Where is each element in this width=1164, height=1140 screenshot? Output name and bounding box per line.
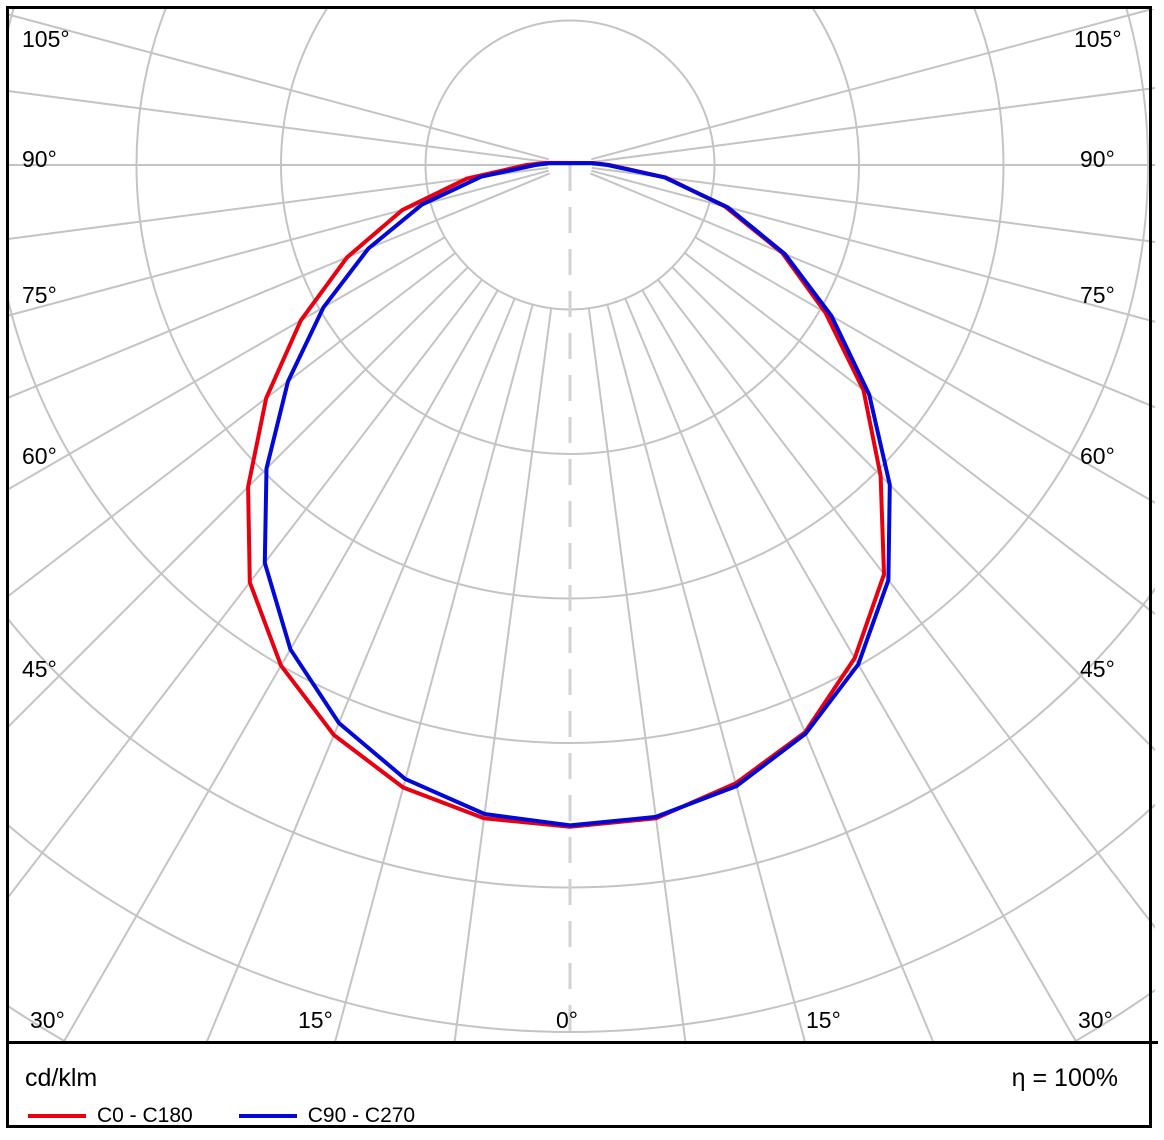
angle-label-right-60: 60° [1080,443,1115,469]
unit-label: cd/klm [25,1064,98,1092]
angle-label-right-105: 105° [1074,26,1122,52]
outer-border [6,6,1152,1128]
c0-c180-line-swatch [28,1114,86,1118]
angle-label-right-75: 75° [1080,282,1115,308]
legend: C0 - C180 C90 - C270 [28,1104,415,1128]
curve-c90-c270 [262,161,892,828]
angle-label-left-45: 45° [22,656,57,682]
legend-label-c90-c270: C90 - C270 [307,1104,416,1127]
angle-label-left-105: 105° [22,26,70,52]
angle-label-bottom-30r: 30° [1078,1007,1113,1033]
angle-label-bottom-15l: 15° [298,1007,333,1033]
angle-label-left-75: 75° [22,282,57,308]
angle-label-bottom-30l: 30° [30,1007,65,1033]
legend-item-c90-c270: C90 - C270 [238,1104,416,1128]
angle-label-bottom-0: 0° [556,1007,578,1033]
angle-label-right-90: 90° [1080,146,1115,172]
polar-chart [9,9,1155,1042]
angle-label-left-60: 60° [22,443,57,469]
angle-label-left-90: 90° [22,146,57,172]
plot-footer-divider [6,1041,1158,1044]
legend-item-c0-c180: C0 - C180 [28,1104,193,1128]
c90-c270-line-swatch [238,1114,297,1118]
angle-label-right-45: 45° [1080,656,1115,682]
legend-label-c0-c180: C0 - C180 [97,1104,193,1127]
angle-label-bottom-15r: 15° [806,1007,841,1033]
efficiency-label: η = 100% [1011,1064,1118,1092]
